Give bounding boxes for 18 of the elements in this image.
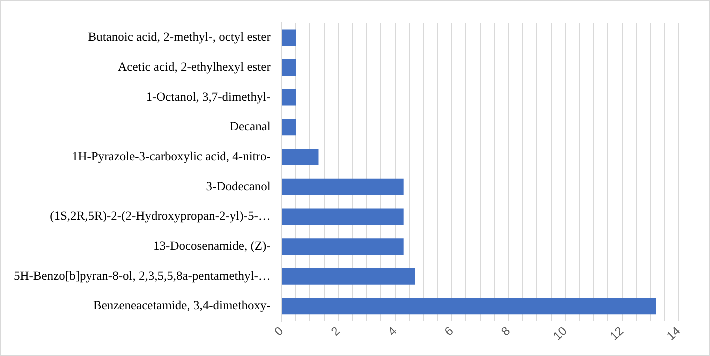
y-tick-label: 5H-Benzo[b]pyran-8-ol, 2,3,5,5,8a-pentamethyl-… xyxy=(14,268,271,283)
x-tick-label: 0 xyxy=(272,324,286,339)
y-tick-label: Decanal xyxy=(230,120,272,134)
x-tick-label: 2 xyxy=(328,324,344,339)
x-tick-label: 12 xyxy=(607,324,627,344)
y-tick-label: Benzeneacetamide, 3,4-dimethoxy- xyxy=(94,298,271,313)
y-tick-label: 13-Docosenamide, (Z)- xyxy=(154,239,271,254)
x-tick-label: 14 xyxy=(664,324,684,344)
x-tick-label: 10 xyxy=(550,324,570,344)
y-tick-label: Butanoic acid, 2-methyl-, octyl ester xyxy=(88,30,272,44)
y-tick-label: Acetic acid, 2-ethylhexyl ester xyxy=(118,60,272,74)
x-tick-label: 4 xyxy=(385,324,400,339)
y-tick-label: (1S,2R,5R)-2-(2-Hydroxypropan-2-yl)-5-… xyxy=(50,209,271,224)
x-tick-label: 6 xyxy=(442,324,457,339)
x-tick-label: 8 xyxy=(498,324,514,339)
y-tick-label: 3-Dodecanol xyxy=(206,179,272,194)
y-tick-label: 1H-Pyrazole-3-carboxylic acid, 4-nitro- xyxy=(72,150,271,164)
y-tick-label: 1-Octanol, 3,7-dimethyl- xyxy=(146,90,271,104)
